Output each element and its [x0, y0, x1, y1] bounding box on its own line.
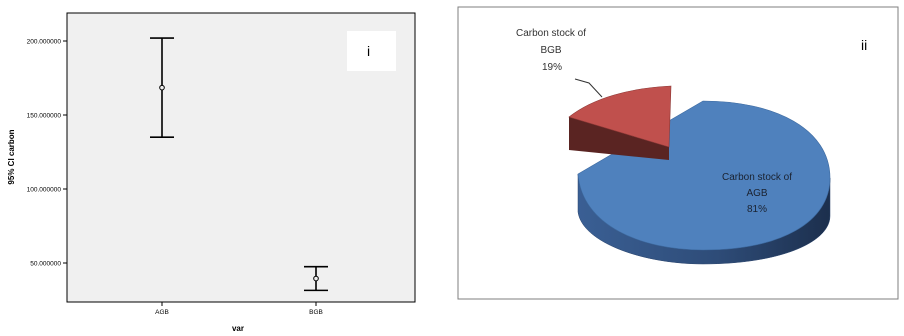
- pie-slice-bgb: [568, 85, 672, 148]
- error-bars: [150, 37, 328, 292]
- y-axis-title: 95% CI carbon: [7, 129, 16, 184]
- y-axis-ticks: 50.000000 100.000000 150.000000 200.000000: [27, 38, 67, 267]
- mean-point: [313, 275, 319, 282]
- panel-label-ii: ii: [861, 37, 867, 53]
- panel-label-i: i: [367, 43, 370, 59]
- bgb-percent-label: 19%: [542, 62, 562, 73]
- y-tick-label: 200.000000: [27, 38, 62, 45]
- bgb-label-line1: Carbon stock of: [516, 28, 586, 39]
- panel-label-box: [347, 31, 396, 71]
- agb-percent-label: 81%: [747, 204, 767, 215]
- bgb-leader-line: [574, 78, 603, 98]
- x-axis-ticks: AGB BGB: [155, 302, 323, 316]
- errorbar-panel: i 50.000000 100.000000 150.000000 200.00000…: [7, 12, 416, 333]
- mean-point: [159, 84, 165, 91]
- x-axis-title: var: [232, 324, 244, 333]
- pie-panel: ii Carbon stock of BGB 19% Carbon stock …: [457, 6, 899, 300]
- agb-label-line1: Carbon stock of: [722, 172, 792, 183]
- x-tick-label: BGB: [309, 309, 323, 316]
- pie-slice-bgb-outer: [569, 117, 669, 160]
- y-tick-label: 100.000000: [27, 186, 62, 193]
- x-tick-label: AGB: [155, 309, 169, 316]
- y-tick-label: 50.000000: [30, 260, 61, 267]
- bgb-label-line2: BGB: [540, 45, 561, 56]
- agb-label-line2: AGB: [746, 188, 767, 199]
- y-tick-label: 150.000000: [27, 112, 62, 119]
